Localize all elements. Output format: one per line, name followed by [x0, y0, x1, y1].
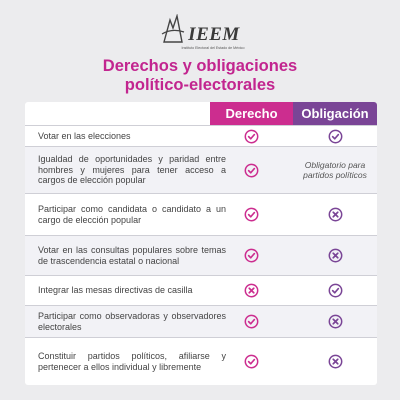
derecho-cell [210, 236, 293, 275]
cross-icon [328, 314, 342, 329]
row-label-text: Constituir partidos políticos, afiliarse… [38, 351, 226, 372]
title-line-2: político-electorales [124, 76, 276, 94]
check-icon [328, 283, 342, 298]
table-row: Participar como candidata o candidato a … [25, 193, 377, 235]
cross-icon [244, 283, 259, 298]
derecho-cell [210, 338, 293, 385]
row-label-text: Integrar las mesas directivas de casilla [38, 285, 193, 296]
row-label: Votar en las elecciones [38, 126, 226, 146]
title-line-1: Derechos y obligaciones [102, 57, 298, 75]
ieem-logo: IEEM Instituto Electoral del Estado de M… [0, 14, 400, 50]
row-label: Participar como candidata o candidato a … [38, 194, 226, 235]
header-derecho: Derecho [210, 102, 293, 125]
obligacion-cell [293, 126, 377, 146]
obligacion-cell [293, 236, 377, 275]
obligacion-cell: Obligatorio para partidos políticos [293, 147, 377, 193]
obligacion-cell [293, 338, 377, 385]
row-label: Igualdad de oportunidades y paridad entr… [38, 147, 226, 193]
check-icon [328, 129, 342, 143]
derecho-cell [210, 306, 293, 337]
check-icon [244, 163, 259, 177]
row-label: Votar en las consultas populares sobre t… [38, 236, 226, 275]
cross-icon [328, 207, 342, 222]
obligacion-cell [293, 194, 377, 235]
obligacion-cell [293, 306, 377, 337]
obligacion-cell [293, 276, 377, 305]
obligacion-note: Obligatorio para partidos políticos [303, 160, 367, 180]
derecho-cell [210, 276, 293, 305]
derecho-cell [210, 147, 293, 193]
ieem-emblem-icon [161, 14, 185, 43]
table-row: Integrar las mesas directivas de casilla [25, 275, 377, 305]
table-row: Igualdad de oportunidades y paridad entr… [25, 146, 377, 193]
table-row: Constituir partidos políticos, afiliarse… [25, 337, 377, 385]
table-row: Participar como observadoras y observado… [25, 305, 377, 337]
check-icon [244, 354, 259, 369]
check-icon [244, 248, 259, 263]
cross-icon [328, 248, 342, 263]
row-label: Integrar las mesas directivas de casilla [38, 276, 226, 305]
row-label-text: Votar en las consultas populares sobre t… [38, 245, 226, 266]
row-label-text: Participar como observadoras y observado… [38, 311, 226, 332]
row-label-text: Participar como candidata o candidato a … [38, 204, 226, 225]
check-icon [244, 129, 259, 143]
row-label: Participar como observadoras y observado… [38, 306, 226, 337]
derecho-cell [210, 194, 293, 235]
table-row: Votar en las elecciones [25, 125, 377, 146]
table-row: Votar en las consultas populares sobre t… [25, 235, 377, 275]
derecho-cell [210, 126, 293, 146]
header-obligacion: Obligación [293, 102, 377, 125]
logo-name: IEEM [188, 24, 240, 45]
check-icon [244, 314, 259, 329]
logo-subtitle: Instituto Electoral del Estado de México [181, 46, 245, 50]
check-icon [244, 207, 259, 222]
row-label: Constituir partidos políticos, afiliarse… [38, 338, 226, 385]
row-label-text: Votar en las elecciones [38, 130, 131, 141]
row-label-text: Igualdad de oportunidades y paridad entr… [38, 154, 226, 186]
cross-icon [328, 354, 342, 369]
page-title: Derechos y obligaciones político-elector… [0, 57, 400, 95]
